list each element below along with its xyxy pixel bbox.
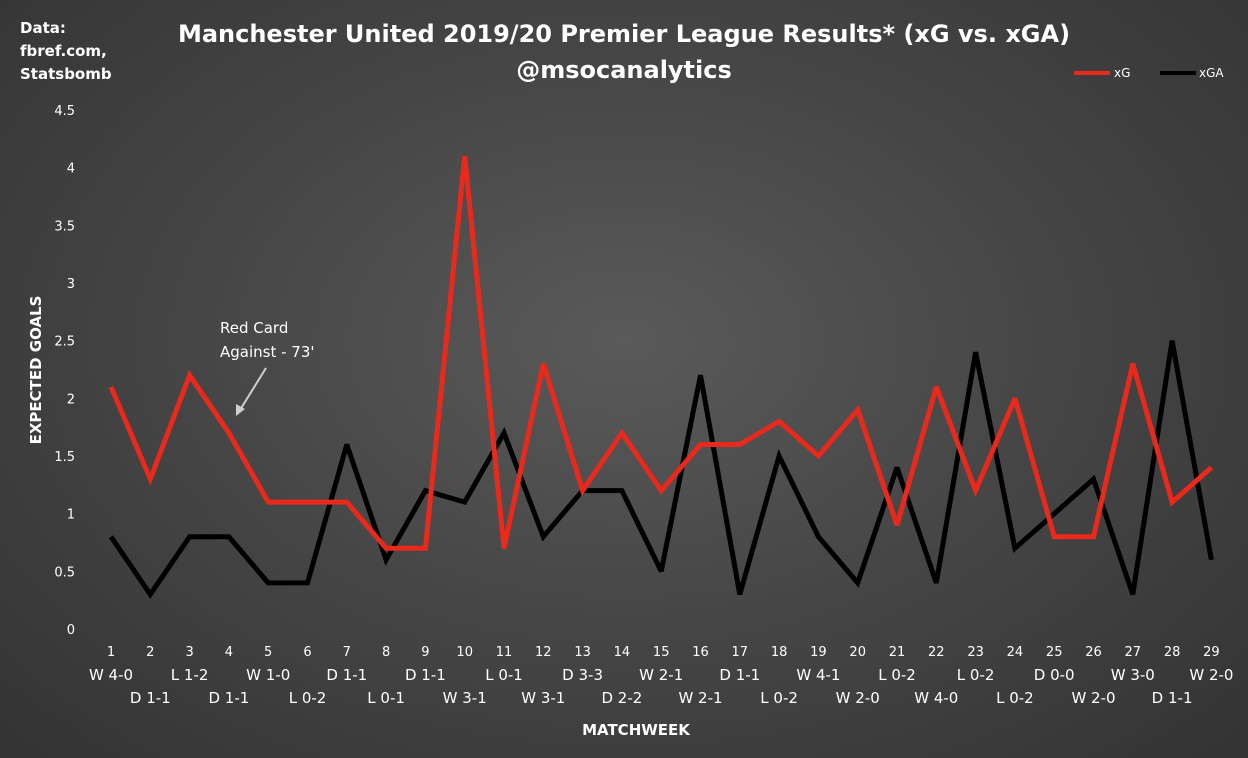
series-lines	[108, 155, 1214, 599]
x-tick-label: 27	[1125, 645, 1142, 660]
y-axis-label: EXPECTED GOALS	[27, 296, 45, 445]
x-tick-label: 24	[1007, 645, 1024, 660]
chart-title: Manchester United 2019/20 Premier League…	[178, 20, 1070, 48]
x-axis-label: MATCHWEEK	[582, 721, 691, 739]
x-tick-label: 18	[771, 645, 788, 660]
result-label: W 3-0	[1111, 666, 1155, 684]
result-label: L 0-1	[367, 689, 405, 707]
result-label: D 1-1	[208, 689, 249, 707]
result-label: W 2-0	[836, 689, 880, 707]
x-tick-label: 22	[928, 645, 945, 660]
result-label: D 1-1	[405, 666, 446, 684]
result-label: W 3-1	[443, 689, 487, 707]
x-tick-label: 10	[456, 645, 473, 660]
result-label: L 0-1	[485, 666, 523, 684]
series-line-xg	[108, 155, 1214, 551]
result-label: W 4-0	[89, 666, 133, 684]
x-tick-label: 7	[343, 645, 351, 660]
result-label: D 0-0	[1034, 666, 1075, 684]
x-tick-label: 4	[225, 645, 233, 660]
y-tick-label: 4.5	[54, 104, 75, 119]
x-tick-label: 21	[889, 645, 906, 660]
result-labels: W 4-0D 1-1L 1-2D 1-1W 1-0L 0-2D 1-1L 0-1…	[89, 666, 1234, 707]
x-tick-label: 17	[732, 645, 749, 660]
y-tick-label: 2.5	[54, 335, 75, 350]
red-card-annotation: Red Card Against - 73'	[220, 319, 315, 416]
result-label: D 1-1	[1152, 689, 1193, 707]
x-tick-label: 29	[1203, 645, 1220, 660]
result-label: L 1-2	[171, 666, 209, 684]
annotation-line: Against - 73'	[220, 343, 315, 361]
x-tick-label: 5	[264, 645, 272, 660]
y-tick-label: 3.5	[54, 219, 75, 234]
result-label: D 1-1	[326, 666, 367, 684]
result-label: W 2-0	[1071, 689, 1115, 707]
series-line-xga	[108, 340, 1214, 599]
x-tick-label: 13	[574, 645, 591, 660]
result-label: L 0-2	[957, 666, 995, 684]
x-tick-label: 20	[849, 645, 866, 660]
result-label: W 2-1	[678, 689, 722, 707]
x-tick-label: 14	[614, 645, 631, 660]
result-label: W 3-1	[521, 689, 565, 707]
x-tick-label: 19	[810, 645, 827, 660]
result-label: D 3-3	[562, 666, 603, 684]
result-label: W 4-0	[914, 689, 958, 707]
annotation-arrow	[239, 367, 267, 411]
result-label: W 1-0	[246, 666, 290, 684]
x-tick-label: 11	[496, 645, 513, 660]
result-label: D 1-1	[719, 666, 760, 684]
x-tick-label: 2	[146, 645, 154, 660]
source-note: Data: fbref.com, Statsbomb	[20, 19, 112, 83]
x-tick-label: 15	[653, 645, 670, 660]
y-tick-label: 3	[67, 277, 75, 292]
annotation-arrowhead	[236, 404, 245, 416]
result-label: W 4-1	[796, 666, 840, 684]
result-label: L 0-2	[878, 666, 916, 684]
y-tick-label: 1	[67, 508, 75, 523]
y-tick-label: 2	[67, 392, 75, 407]
source-line: fbref.com,	[20, 42, 107, 60]
result-label: L 0-2	[996, 689, 1034, 707]
x-tick-label: 9	[421, 645, 429, 660]
x-tick-label: 12	[535, 645, 552, 660]
y-tick-label: 1.5	[54, 450, 75, 465]
result-label: L 0-2	[760, 689, 798, 707]
x-tick-labels: 1 2 3 4 5 6 7 8 9 10 11 12 13 14 15 16 17 18 19 20 21 22 23 24 2…	[107, 645, 1220, 660]
y-tick-label: 0.5	[54, 565, 75, 580]
y-tick-labels: 0 0.5 1 1.5 2 2.5 3 3.5 4 4.5	[54, 104, 75, 638]
x-tick-label: 8	[382, 645, 390, 660]
source-line: Data:	[20, 19, 66, 37]
x-tick-label: 23	[967, 645, 984, 660]
legend: xG xGA	[1074, 66, 1224, 80]
source-line: Statsbomb	[20, 65, 112, 83]
x-tick-label: 1	[107, 645, 115, 660]
annotation-line: Red Card	[220, 319, 288, 337]
legend-label-xg: xG	[1114, 66, 1130, 80]
result-label: D 2-2	[601, 689, 642, 707]
x-tick-label: 28	[1164, 645, 1181, 660]
result-label: W 2-0	[1189, 666, 1233, 684]
legend-label-xga: xGA	[1199, 66, 1224, 80]
result-label: L 0-2	[289, 689, 327, 707]
y-tick-label: 4	[67, 162, 75, 177]
result-label: W 2-1	[639, 666, 683, 684]
chart-subtitle: @msocanalytics	[516, 56, 732, 84]
x-tick-label: 6	[303, 645, 311, 660]
x-tick-label: 26	[1085, 645, 1102, 660]
x-tick-label: 3	[185, 645, 193, 660]
result-label: D 1-1	[130, 689, 171, 707]
x-tick-label: 25	[1046, 645, 1063, 660]
x-tick-label: 16	[692, 645, 709, 660]
y-tick-label: 0	[67, 623, 75, 638]
